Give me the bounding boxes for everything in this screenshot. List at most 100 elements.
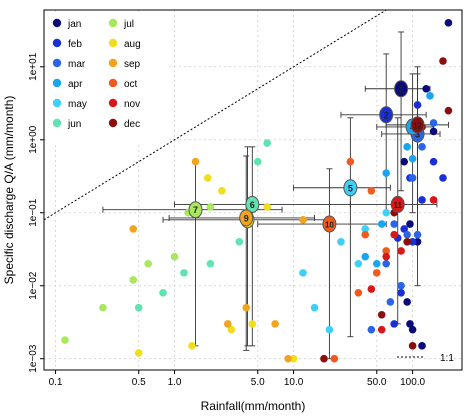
- data-point-jan: [429, 127, 438, 136]
- data-point-sep: [129, 225, 138, 233]
- data-point-jul: [61, 336, 69, 344]
- monthly-mean-marker: [245, 195, 260, 213]
- x-tick-label: 0.5: [132, 377, 146, 388]
- data-point-jul: [144, 259, 152, 268]
- data-point-nov: [397, 247, 405, 255]
- data-point-jun: [159, 288, 167, 297]
- axes: 0.1 0.5 1.0 5.0 10.0 50.0 100.0 1e−03 1e−02 1e−01…: [28, 52, 426, 388]
- y-tick-label: 1e+01: [28, 52, 39, 81]
- data-point-mar: [429, 119, 438, 127]
- data-point-sep: [191, 157, 200, 166]
- y-axis-label: Specific discharge Q/A (mm/month): [2, 96, 16, 285]
- data-point-feb: [408, 237, 417, 246]
- monthly-mean-label: 12: [413, 121, 422, 130]
- data-point-apr: [408, 154, 417, 163]
- data-point-may: [354, 259, 363, 268]
- monthly-mean-label: 11: [394, 201, 403, 210]
- legend-label-feb: feb: [68, 39, 82, 50]
- monthly-mean-label: 5: [348, 183, 353, 193]
- data-point-jun: [134, 303, 143, 312]
- data-point-jan: [444, 19, 453, 27]
- legend-marker-apr: [52, 78, 62, 88]
- legend-marker-feb: [52, 38, 62, 48]
- monthly-mean-marker: [410, 116, 425, 134]
- data-point-oct: [372, 269, 381, 277]
- legend-label-jul: jul: [123, 19, 134, 30]
- x-tick-label: 0.1: [49, 377, 63, 388]
- legend-label-sep: sep: [124, 59, 141, 70]
- data-point-apr: [372, 259, 381, 268]
- monthly-means: 123456789101112: [188, 80, 425, 233]
- data-point-aug: [134, 349, 143, 357]
- data-point-feb: [418, 196, 426, 204]
- data-point-may: [337, 237, 345, 246]
- legend-label-jan: jan: [67, 19, 81, 30]
- data-point-jun: [263, 139, 271, 147]
- monthly-mean-marker: [188, 201, 203, 219]
- data-point-dec: [377, 310, 386, 319]
- data-point-sep: [223, 320, 232, 328]
- y-tick-label: 1e−03: [28, 344, 39, 373]
- monthly-mean-marker: [239, 209, 254, 227]
- data-point-mar: [418, 143, 426, 151]
- monthly-mean-label: 2: [384, 110, 389, 120]
- data-point-nov: [390, 230, 398, 239]
- data-point-jul: [170, 252, 179, 261]
- legend-label-aug: aug: [124, 39, 141, 50]
- monthly-mean-label: 7: [193, 205, 198, 215]
- monthly-mean-label: 1: [399, 84, 404, 94]
- legend-background: [48, 14, 166, 144]
- legend: jan feb mar apr may jun jul aug sep oct nov dec: [48, 14, 166, 144]
- x-tick-label: 1.0: [168, 377, 182, 388]
- x-tick-label: 5.0: [251, 377, 265, 388]
- data-point-apr: [426, 92, 434, 100]
- data-point-feb: [390, 320, 398, 328]
- data-point-jan: [400, 157, 409, 166]
- data-point-jul: [99, 303, 107, 312]
- data-point-mar: [397, 281, 405, 290]
- x-tick-label: 50.0: [367, 377, 387, 388]
- data-point-apr: [382, 169, 391, 177]
- data-point-nov: [429, 196, 438, 204]
- data-point-jan: [418, 342, 426, 350]
- legend-label-mar: mar: [68, 59, 86, 70]
- data-point-feb: [413, 101, 422, 109]
- legend-label-apr: apr: [68, 79, 83, 90]
- legend-marker-jul: [108, 18, 118, 28]
- data-point-sep: [242, 303, 251, 312]
- data-point-nov: [367, 285, 376, 293]
- legend-label-jun: jun: [67, 119, 81, 130]
- data-point-sep: [299, 216, 307, 224]
- data-point-aug: [188, 342, 196, 350]
- legend-marker-nov: [108, 98, 118, 108]
- legend-marker-dec: [108, 118, 118, 128]
- data-point-jul: [129, 276, 138, 284]
- monthly-mean-label: 10: [325, 221, 334, 230]
- data-point-oct: [367, 186, 376, 195]
- data-point-oct: [346, 157, 355, 166]
- legend-marker-jun: [52, 118, 62, 128]
- data-point-jan: [408, 325, 417, 334]
- legend-label-oct: oct: [124, 79, 138, 90]
- legend-label-nov: nov: [124, 99, 140, 110]
- data-point-jun: [253, 157, 262, 166]
- data-point-jan: [406, 320, 414, 328]
- monthly-mean-label: 6: [250, 200, 255, 210]
- monthly-mean-marker: [343, 179, 358, 197]
- reference-line: 1:1: [43, 9, 454, 364]
- monthly-mean-marker: [322, 215, 337, 233]
- data-point-mar: [403, 230, 411, 239]
- legend-label-may: may: [68, 99, 87, 110]
- data-point-feb: [397, 288, 405, 297]
- data-point-nov: [382, 252, 391, 261]
- data-point-nov: [377, 325, 386, 334]
- monthly-mean-label: 9: [244, 213, 249, 223]
- one-to-one-legend-label: 1:1: [440, 353, 454, 364]
- data-point-jan: [422, 84, 430, 93]
- data-point-may: [361, 225, 370, 233]
- data-point-oct: [382, 247, 391, 255]
- y-tick-label: 1e−02: [28, 271, 39, 300]
- data-point-jun: [235, 237, 244, 246]
- data-point-may: [382, 208, 391, 217]
